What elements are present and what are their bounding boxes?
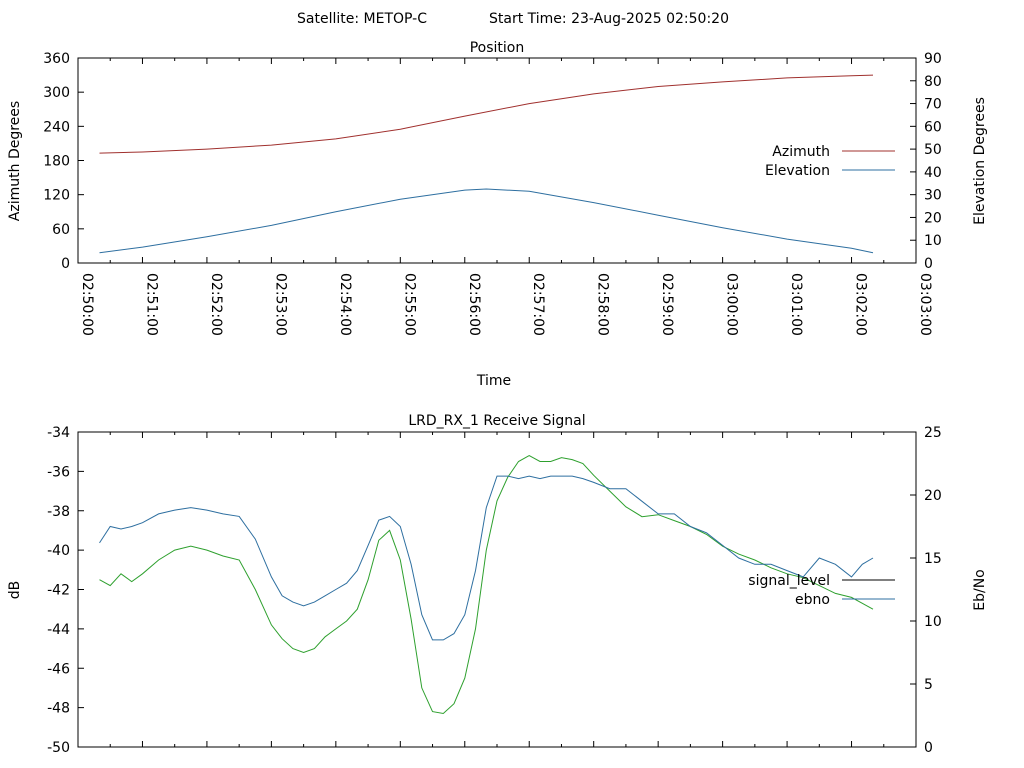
pos-x-tick-label: 02:50:00 xyxy=(79,273,95,336)
position-y2-axis-label: Elevation Degrees xyxy=(972,97,988,225)
start-time-label: Start Time: 23-Aug-2025 02:50:20 xyxy=(489,11,729,27)
pos-series-azimuth-line xyxy=(99,74,874,154)
position-x-axis-label: Time xyxy=(476,373,511,389)
pos-x-tick-label: 03:01:00 xyxy=(788,273,804,336)
pos-y-tick-label: 0 xyxy=(61,256,70,272)
pos-y2-tick-label: 10 xyxy=(924,233,942,249)
sig-series-signal-level-line xyxy=(99,455,874,715)
sig-y-tick-label: -34 xyxy=(47,425,70,441)
sig-series-ebno-line xyxy=(99,475,874,641)
sig-y2-tick-label: 15 xyxy=(924,551,942,567)
pos-y-tick-label: 360 xyxy=(43,51,70,67)
satellite-label: Satellite: METOP-C xyxy=(297,11,427,27)
sig-y-tick-label: -44 xyxy=(47,622,70,638)
pos-x-tick-label: 02:55:00 xyxy=(401,273,417,336)
pos-x-tick-label: 02:57:00 xyxy=(530,273,546,336)
position-chart-title: Position xyxy=(470,40,525,56)
sig-y-tick-label: -42 xyxy=(47,583,70,599)
signal-y2-axis-label: Eb/No xyxy=(972,569,988,611)
pos-x-tick-label: 02:54:00 xyxy=(337,273,353,336)
pos-y2-tick-label: 30 xyxy=(924,188,942,204)
pos-x-tick-label: 03:00:00 xyxy=(724,273,740,336)
sig-y-tick-label: -38 xyxy=(47,504,70,520)
pos-x-tick-label: 02:56:00 xyxy=(466,273,482,336)
pos-series-elevation-line xyxy=(99,188,874,254)
sig-y2-tick-label: 25 xyxy=(924,425,942,441)
signal-chart-title: LRD_RX_1 Receive Signal xyxy=(408,413,585,429)
sig-y2-tick-label: 0 xyxy=(924,740,933,756)
pos-x-tick-label: 03:02:00 xyxy=(853,273,869,336)
pos-y-tick-label: 240 xyxy=(43,119,70,135)
pos-x-tick-label: 02:53:00 xyxy=(272,273,288,336)
pos-y2-tick-label: 0 xyxy=(924,256,933,272)
sig-y2-tick-label: 5 xyxy=(924,677,933,693)
position-chart: Position Azimuth Degrees Elevation Degre… xyxy=(7,40,988,389)
pos-y2-tick-label: 20 xyxy=(924,210,942,226)
legend-label-elevation: Elevation xyxy=(765,163,830,179)
signal-chart: LRD_RX_1 Receive Signal dB Eb/No -50 -48 -… xyxy=(7,413,988,756)
pos-x-tick-label: 02:59:00 xyxy=(659,273,675,336)
sig-plot-frame xyxy=(77,431,917,748)
pos-x-tick-label: 02:58:00 xyxy=(595,273,611,336)
pos-y2-tick-label: 50 xyxy=(924,142,942,158)
pos-x-tick-label: 02:51:00 xyxy=(143,273,159,336)
signal-legend: signal_level ebno xyxy=(748,573,895,608)
pos-y-tick-label: 300 xyxy=(43,85,70,101)
pos-y2-tick-label: 40 xyxy=(924,165,942,181)
sig-y2-tick-label: 10 xyxy=(924,614,942,630)
pos-y2-tick-label: 70 xyxy=(924,97,942,113)
legend-label-ebno: ebno xyxy=(795,592,830,608)
position-legend: Azimuth Elevation xyxy=(765,144,895,179)
signal-y-axis-label: dB xyxy=(7,581,23,600)
sig-y-tick-label: -46 xyxy=(47,661,70,677)
legend-label-azimuth: Azimuth xyxy=(772,144,830,160)
pos-y2-tick-label: 90 xyxy=(924,51,942,67)
sig-y-tick-label: -48 xyxy=(47,701,70,717)
pos-x-tick-label: 03:03:00 xyxy=(917,273,933,336)
pos-plot-frame xyxy=(77,57,917,264)
pos-x-tick-label: 02:52:00 xyxy=(208,273,224,336)
sig-y-tick-label: -50 xyxy=(47,740,70,756)
pos-y2-tick-label: 80 xyxy=(924,74,942,90)
sig-y-tick-label: -36 xyxy=(47,464,70,480)
pos-y-tick-label: 120 xyxy=(43,188,70,204)
position-y-axis-label: Azimuth Degrees xyxy=(7,101,23,221)
pos-y2-tick-label: 60 xyxy=(924,119,942,135)
sig-y-tick-label: -40 xyxy=(47,543,70,559)
sig-y2-tick-label: 20 xyxy=(924,488,942,504)
pos-y-tick-label: 60 xyxy=(52,222,70,238)
legend-label-signal-level: signal_level xyxy=(748,573,830,589)
pos-y-tick-label: 180 xyxy=(43,154,70,170)
